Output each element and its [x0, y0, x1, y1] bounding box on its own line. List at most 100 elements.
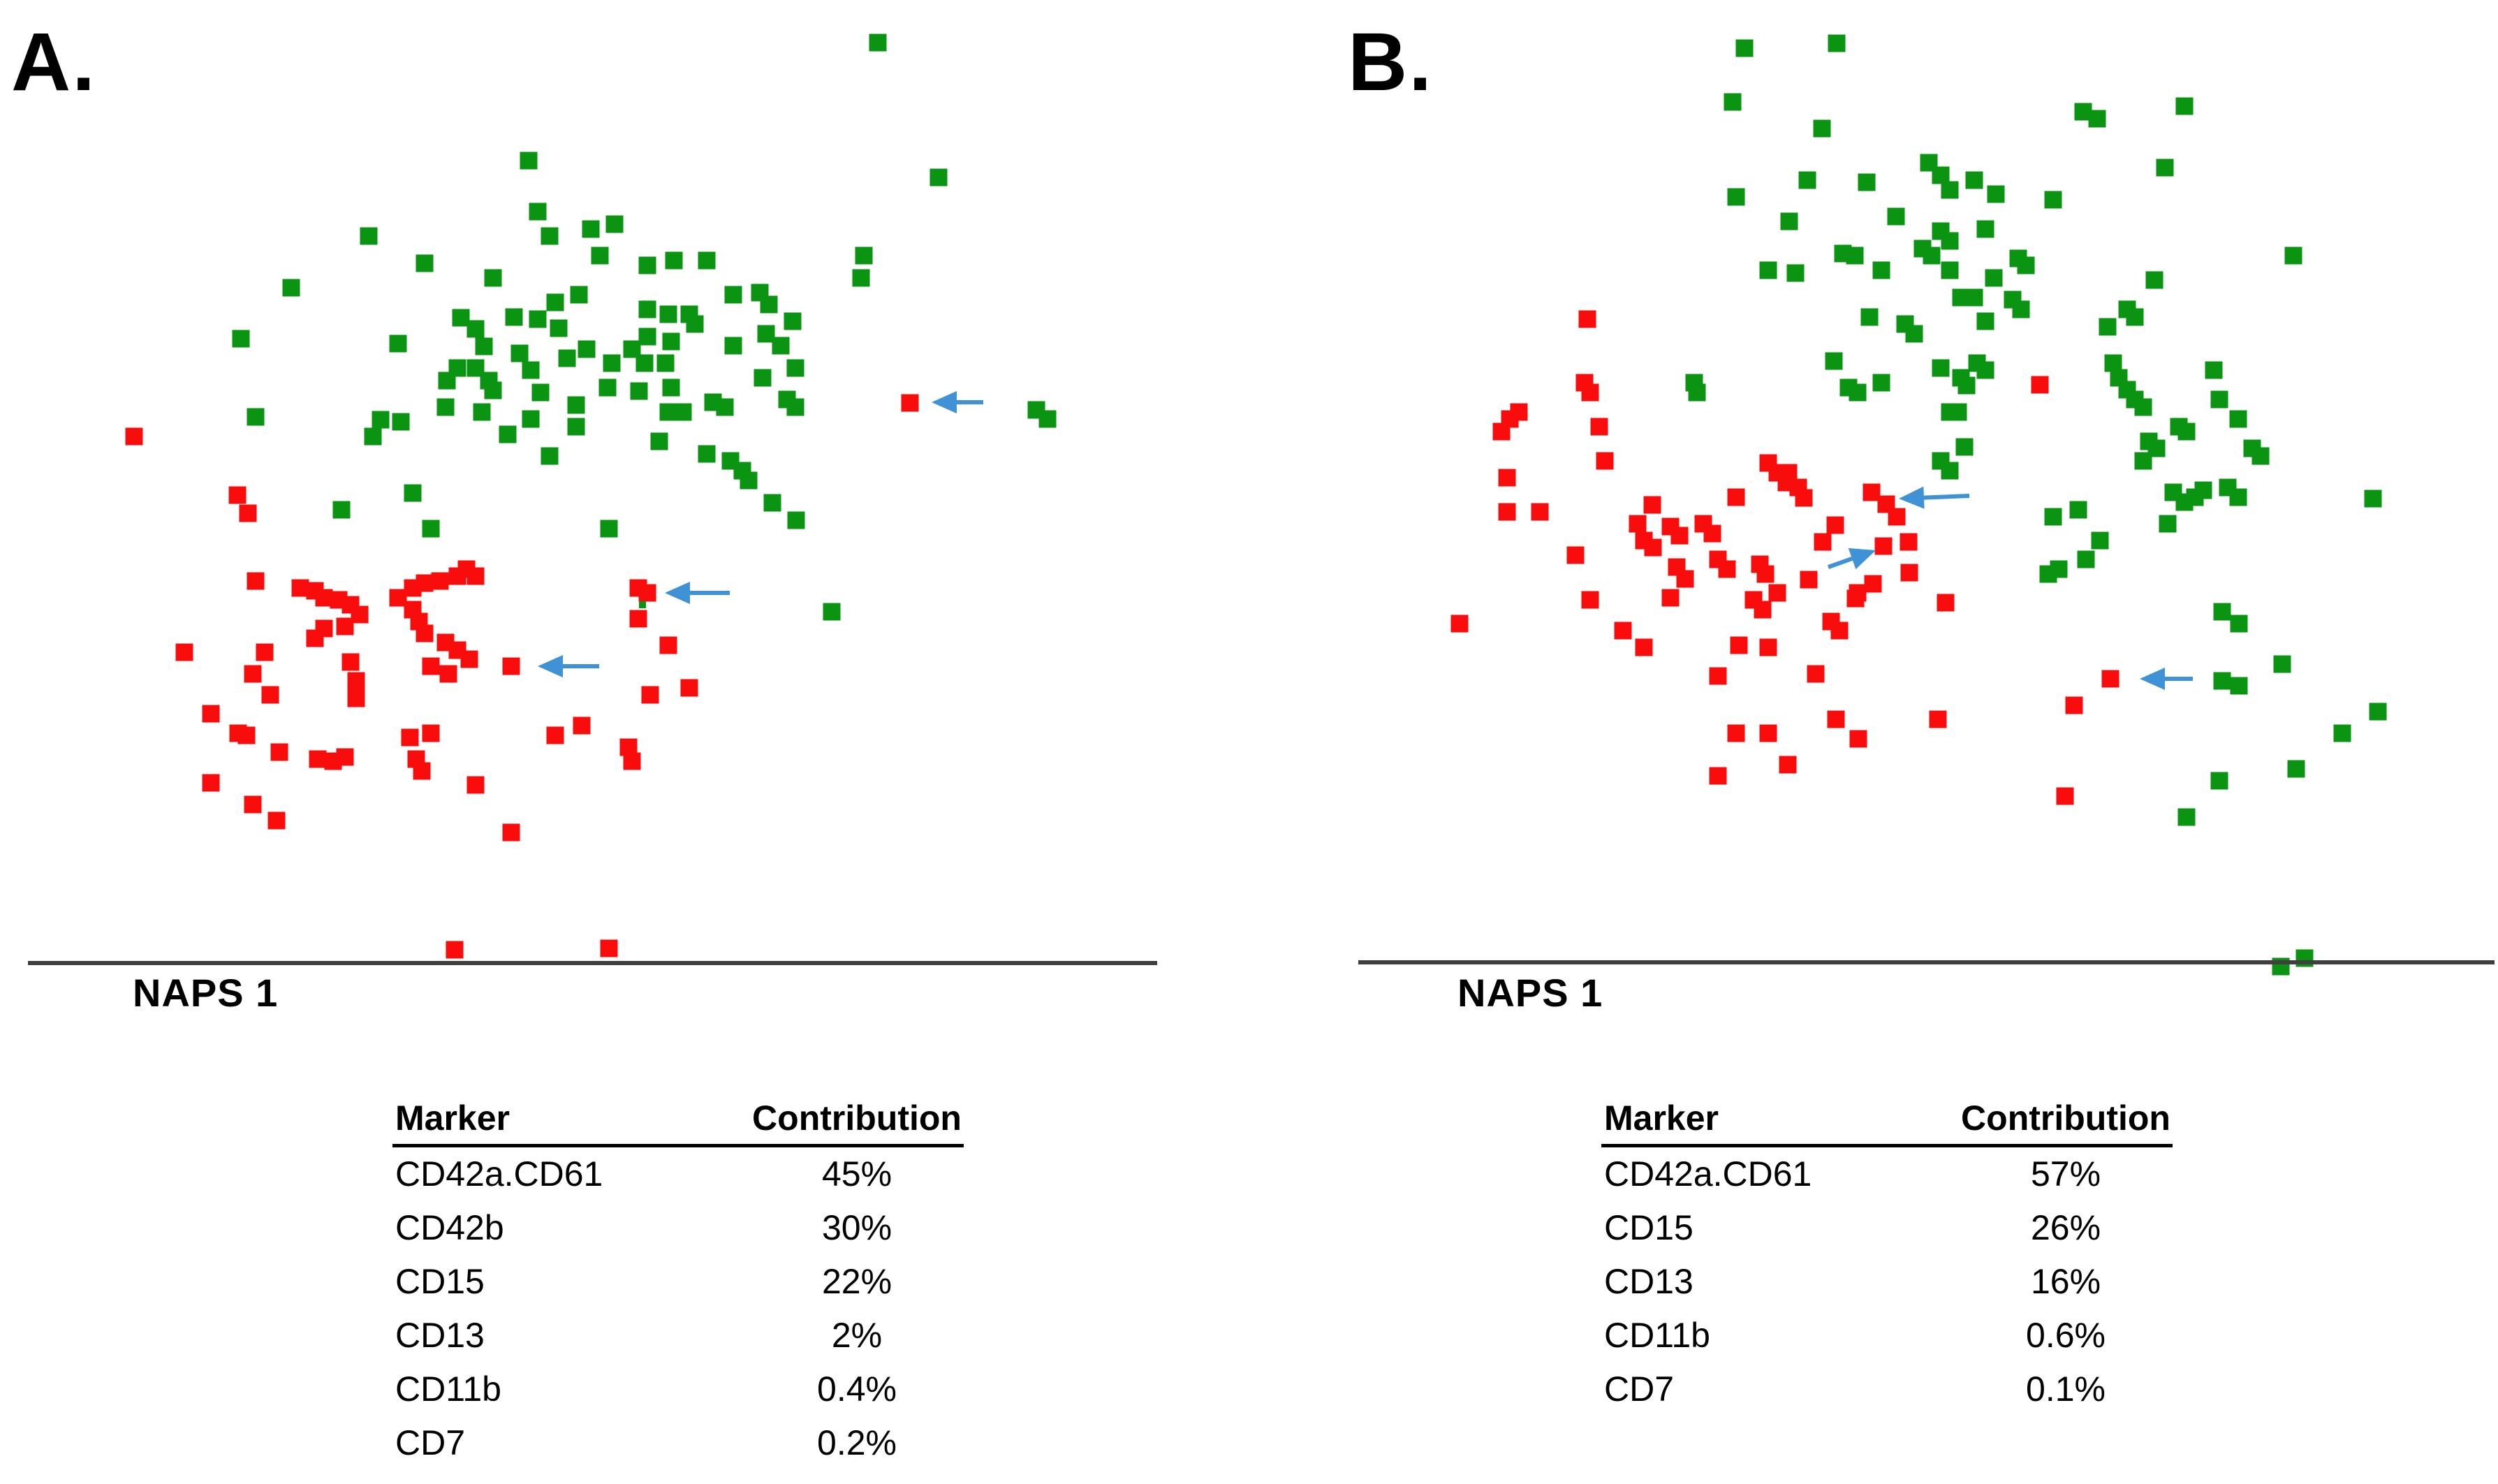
- annotation-arrow-shaft: [1828, 557, 1853, 569]
- scatter-point-green: [638, 328, 656, 346]
- scatter-point-green: [2213, 672, 2231, 690]
- scatter-point-red: [1826, 516, 1844, 534]
- scatter-point-green: [2126, 308, 2144, 326]
- contribution-cell: 26%: [2030, 1208, 2101, 1247]
- scatter-point-red: [1874, 537, 1893, 555]
- scatter-point-red: [641, 686, 659, 704]
- scatter-point-red: [1566, 546, 1585, 564]
- scatter-point-green: [2210, 390, 2228, 409]
- scatter-point-green: [247, 408, 265, 426]
- scatter-point-red: [502, 823, 520, 842]
- scatter-point-green: [422, 520, 440, 538]
- scatter-point-red: [1863, 483, 1881, 501]
- scatter-point-green: [529, 203, 547, 221]
- annotation-arrow-head: [665, 582, 690, 604]
- marker-cell: CD11b: [395, 1369, 501, 1409]
- scatter-point-green: [1941, 181, 1959, 199]
- scatter-point-green: [1941, 261, 1959, 279]
- annotation-arrow-head: [1848, 548, 1876, 570]
- scatter-point-red: [270, 743, 288, 761]
- scatter-point-red: [1929, 710, 1947, 728]
- scatter-point-red: [1581, 591, 1599, 609]
- table-row: CD13 2%: [392, 1318, 965, 1357]
- scatter-point-green: [823, 603, 841, 621]
- scatter-point-green: [1727, 188, 1745, 206]
- scatter-point-red: [237, 726, 256, 744]
- scatter-point-green: [760, 295, 778, 314]
- scatter-point-green: [372, 411, 390, 429]
- scatter-point-red: [1498, 469, 1516, 487]
- scatter-point-green: [674, 403, 692, 421]
- scatter-point-red: [1900, 533, 1918, 551]
- scatter-point-green: [1828, 34, 1846, 52]
- scatter-point-green: [1941, 462, 1959, 480]
- scatter-point-green: [638, 300, 656, 318]
- marker-cell: CD15: [1604, 1208, 1694, 1247]
- scatter-point-green: [2134, 398, 2152, 416]
- scatter-point-red: [1754, 601, 1772, 619]
- scatter-point-red: [244, 665, 262, 683]
- scatter-point-green: [659, 403, 677, 421]
- scatter-point-green: [2044, 508, 2062, 526]
- scatter-point-green: [1688, 383, 1706, 402]
- panel-a-label: A.: [11, 16, 96, 108]
- panel-a-axis-title: NAPS 1: [133, 971, 279, 1015]
- annotation-arrow-shaft: [1923, 494, 1970, 500]
- scatter-point-red: [1849, 730, 1867, 748]
- scatter-point-green: [665, 251, 683, 270]
- scatter-point-red: [1830, 622, 1849, 640]
- scatter-point-green: [2177, 423, 2196, 441]
- scatter-point-red: [347, 672, 365, 690]
- table-row: CD15 26%: [1601, 1210, 2174, 1249]
- marker-cell: CD42a.CD61: [395, 1154, 603, 1193]
- scatter-point-green: [852, 269, 870, 287]
- scatter-point-green: [1965, 171, 1983, 189]
- scatter-point-green: [232, 330, 250, 348]
- scatter-point-green: [2284, 247, 2302, 265]
- scatter-point-red: [659, 636, 677, 654]
- scatter-point-green: [1985, 269, 2003, 287]
- scatter-point-red: [1795, 489, 1813, 507]
- scatter-point-green: [1735, 39, 1754, 57]
- scatter-point-green: [2364, 490, 2382, 508]
- scatter-point-green: [662, 379, 680, 397]
- scatter-point-red: [680, 679, 698, 697]
- panel-b-x-axis: [1358, 960, 2495, 964]
- scatter-point-red: [125, 427, 143, 446]
- marker-cell: CD42b: [395, 1208, 504, 1247]
- scatter-point-green: [2012, 300, 2030, 318]
- contribution-cell: 0.4%: [817, 1369, 897, 1409]
- scatter-point-green: [1786, 264, 1805, 282]
- scatter-point-green: [2287, 760, 2305, 778]
- scatter-point-red: [600, 939, 618, 957]
- scatter-point-red: [1779, 464, 1798, 482]
- annotation-arrow-head: [2140, 668, 2165, 690]
- table-a-header-contribution: Contribution: [752, 1099, 962, 1138]
- scatter-point-red: [306, 629, 324, 647]
- panel-a-x-axis: [28, 961, 1157, 965]
- scatter-point-green: [784, 312, 802, 330]
- scatter-point-green: [522, 361, 540, 379]
- scatter-point-red: [1814, 533, 1832, 551]
- scatter-point-red: [573, 717, 591, 735]
- scatter-point-red: [422, 724, 440, 742]
- scatter-point-red: [1629, 515, 1647, 533]
- scatter-point-green: [623, 340, 641, 358]
- scatter-point-red: [2101, 670, 2119, 688]
- scatter-point-green: [2044, 191, 2062, 209]
- scatter-point-red: [256, 643, 274, 661]
- scatter-point-green: [416, 254, 434, 272]
- scatter-point-green: [763, 494, 781, 512]
- scatter-point-green: [1923, 247, 1941, 265]
- scatter-point-green: [392, 413, 410, 431]
- scatter-point-green: [772, 337, 790, 355]
- scatter-point-green: [1965, 288, 1983, 307]
- scatter-point-green: [656, 354, 675, 372]
- marker-cell: CD13: [1604, 1262, 1694, 1301]
- scatter-point-green: [505, 308, 523, 326]
- scatter-point-green: [2210, 772, 2228, 790]
- scatter-point-red: [502, 657, 520, 675]
- scatter-point-green: [2099, 318, 2117, 336]
- scatter-point-green: [2175, 97, 2194, 115]
- annotation-arrow-head: [538, 655, 563, 677]
